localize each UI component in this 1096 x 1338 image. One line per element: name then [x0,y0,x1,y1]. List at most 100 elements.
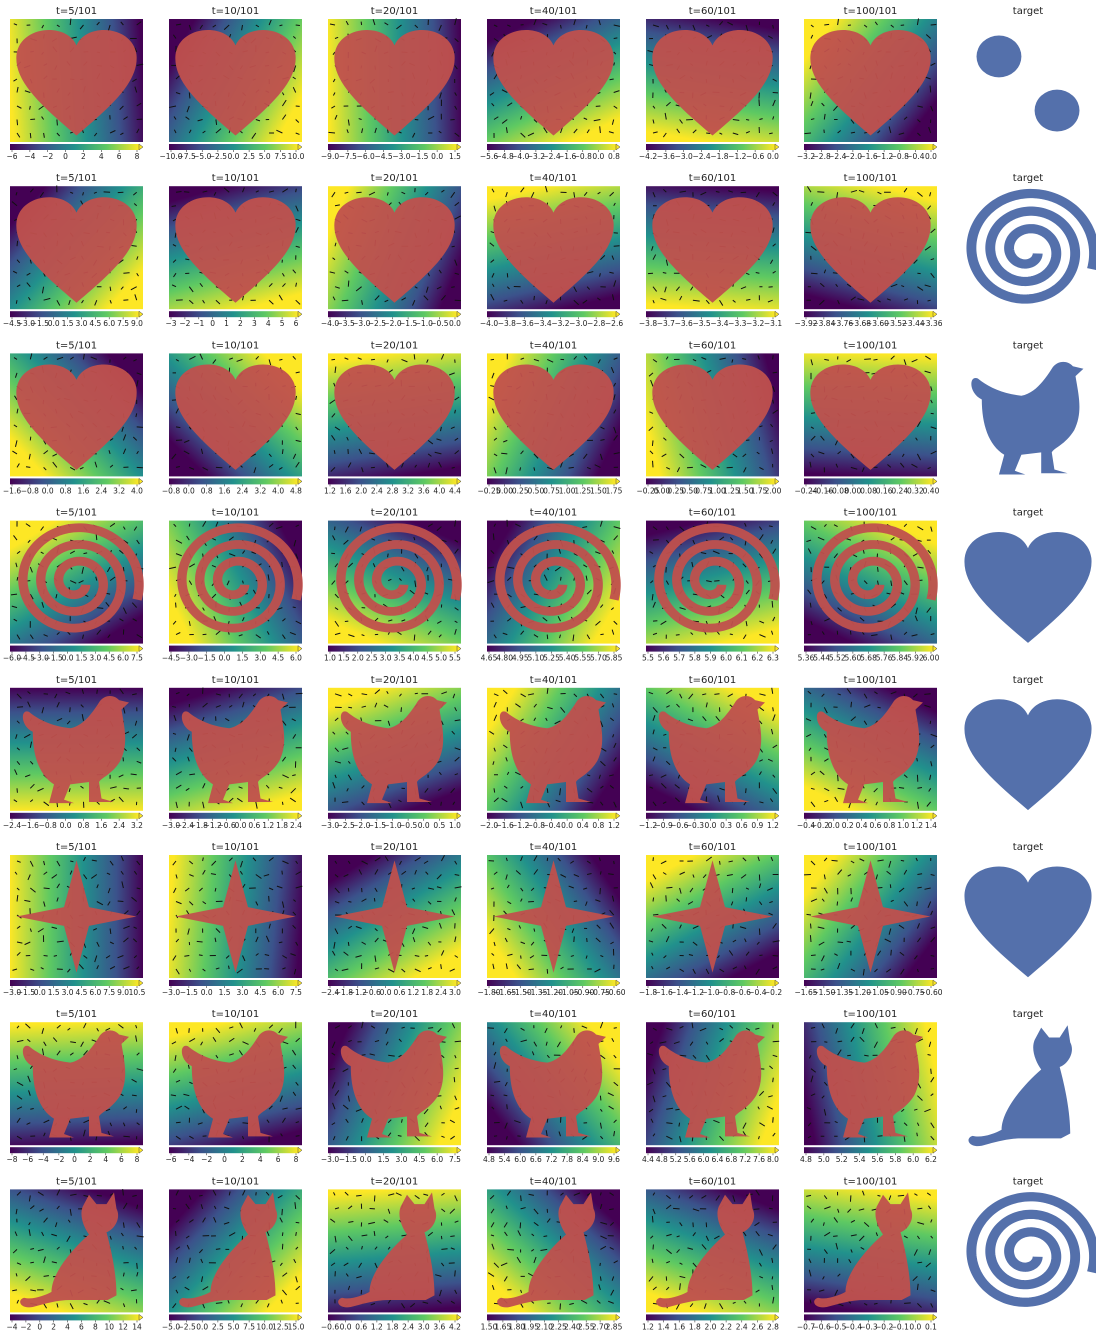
quiver-arrow [171,1041,177,1045]
colorbar-tick-label: −3.7 [657,319,675,328]
panel-title: t=100/101 [844,1009,898,1020]
quiver-arrow [745,897,748,902]
quiver-arrow [821,102,825,107]
panel-title: t=60/101 [689,1009,736,1020]
colorbar-tick-label: −3.2 [527,152,545,161]
quiver-arrow [329,23,336,26]
colorbar [487,980,616,986]
quiver-arrow [175,692,180,695]
quiver-arrow [361,898,367,902]
colorbar-tick-label: 0.0 [234,821,246,830]
quiver-arrow [903,298,909,301]
quiver-arrow [890,603,897,608]
quiver-arrow [171,284,177,288]
quiver-arrow [122,1272,125,1277]
quiver-arrow [295,871,302,875]
quiver-arrow [903,869,908,875]
colorbar-tick-label: −0.4 [797,821,815,830]
quiver-arrow [516,964,521,970]
target-title: target [1013,340,1043,351]
quiver-arrow [255,190,259,193]
quiver-arrow [613,742,617,749]
quiver-arrow [679,453,685,459]
quiver-arrow [332,1082,336,1089]
quiver-arrow [729,537,734,541]
quiver-arrow [533,1041,538,1047]
quiver-arrow [454,409,456,414]
quiver-arrow [692,874,695,878]
colorbar-tick-label: 12 [118,1322,128,1331]
quiver-arrow [772,955,778,957]
colorbar [10,1147,139,1154]
quiver-arrow [329,271,336,274]
quiver-arrow [95,1136,98,1141]
quiver-arrow [600,785,604,789]
colorbar-tick-label: 4.4 [642,1155,654,1164]
quiver-arrow [331,950,336,956]
quiver-arrow [757,856,760,862]
quiver-arrow [648,372,654,377]
quiver-arrow [586,873,592,875]
quiver-arrow [492,408,495,414]
quiver-arrow [454,1095,458,1101]
source-shape [652,30,773,136]
quiver-arrow [332,92,336,96]
colorbar-tick-label: 5.8 [689,654,701,663]
quiver-arrow [489,928,495,935]
colorbar-tick-label: 4.8 [290,486,302,495]
quiver-arrow [226,580,230,586]
shape [334,364,455,470]
colorbar-tick-label: −3.2 [551,319,569,328]
quiver-arrow [16,706,24,708]
quiver-arrow [507,24,511,27]
quiver-arrow [886,298,891,301]
quiver-arrow [24,774,31,778]
quiver-arrow [174,232,177,238]
quiver-arrow [133,203,138,207]
quiver-arrow [692,24,696,31]
quiver-arrow [387,720,391,726]
quiver-arrow [54,1222,58,1228]
colorbar-tick-label: 0.8 [592,821,604,830]
quiver-arrow [769,1065,774,1070]
quiver-arrow [334,286,340,289]
colorbar-tick-label: 4.0 [131,486,143,495]
quiver-arrow [927,1027,932,1033]
quiver-arrow [493,38,499,42]
quiver-arrow [454,520,457,527]
quiver-arrow [533,19,537,26]
quiver-arrow [702,874,707,879]
quiver-arrow [360,717,363,721]
quiver-arrow [295,371,300,374]
quiver-arrow [837,941,844,944]
panel-title: t=10/101 [212,1009,259,1020]
colorbar-tick-label: 0.50 [681,486,698,495]
quiver-arrow [824,618,830,622]
colorbar-tick-label: 0.0 [561,821,573,830]
source-shape [334,197,455,303]
quiver-arrow [454,259,458,266]
quiver-arrow [652,565,656,568]
quiver-arrow [56,860,61,867]
quiver-arrow [173,129,177,134]
quiver-arrow [660,620,667,625]
colorbar-extend [932,812,938,820]
quiver-arrow [78,580,84,584]
quiver-arrow [519,467,522,471]
colorbar-tick-label: −0.8 [574,152,592,161]
quiver-arrow [16,132,21,138]
quiver-arrow [276,129,283,134]
quiver-arrow [450,191,456,199]
quiver-arrow [334,860,338,864]
panel-title: t=5/101 [56,340,97,351]
quiver-arrow [70,1041,76,1044]
quiver-arrow [810,201,814,206]
quiver-arrow [609,909,615,916]
quiver-arrow [212,359,217,364]
quiver-arrow [929,192,932,197]
quiver-arrow [648,940,654,943]
quiver-arrow [172,1068,177,1073]
quiver-arrow [52,461,58,468]
quiver-arrow [281,114,287,120]
quiver-arrow [927,299,931,302]
